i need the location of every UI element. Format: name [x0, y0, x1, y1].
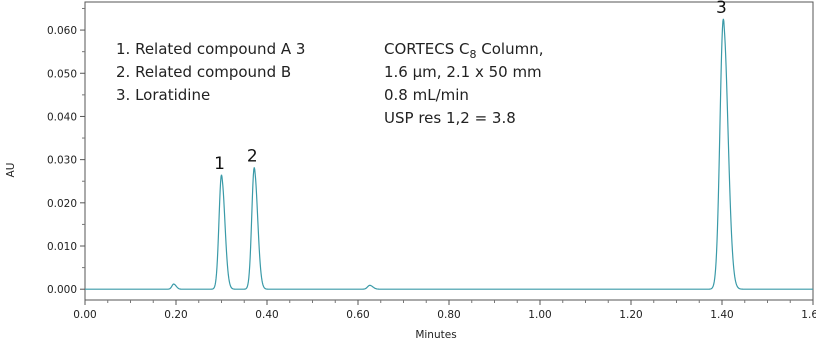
x-tick-label: 1.60: [801, 309, 816, 321]
x-tick-label: 0.40: [255, 309, 278, 321]
x-tick-label: 0.80: [437, 309, 460, 321]
peak-labels: 1 2 3: [214, 0, 727, 174]
y-tick-label: 0.020: [47, 198, 77, 210]
peak-label-1: 1: [214, 154, 225, 174]
info-resolution: USP res 1,2 = 3.8: [384, 109, 516, 127]
y-tick-label: 0.040: [47, 111, 77, 123]
info-dimensions: 1.6 µm, 2.1 x 50 mm: [384, 63, 542, 81]
x-tick-label: 0.00: [73, 309, 96, 321]
x-axis: 0.00 0.20 0.40 0.60 0.80 1.00 1.20 1.40 1.60: [73, 300, 816, 321]
info-flow-rate: 0.8 mL/min: [384, 86, 469, 104]
x-tick-label: 0.20: [164, 309, 187, 321]
peak-label-2: 2: [247, 146, 258, 166]
x-tick-label: 0.60: [346, 309, 369, 321]
y-axis: 0.000 0.010 0.020 0.030 0.040 0.050 0.060: [47, 7, 85, 296]
legend-item-2: 2. Related compound B: [116, 63, 291, 81]
legend: 1. Related compound A 3 2. Related compo…: [116, 40, 305, 104]
x-tick-label: 1.00: [528, 309, 551, 321]
x-tick-label: 1.40: [710, 309, 733, 321]
x-axis-title: Minutes: [415, 329, 456, 341]
y-tick-label: 0.060: [47, 25, 77, 37]
info-column-prefix: CORTECS C: [384, 40, 470, 58]
y-tick-label: 0.000: [47, 284, 77, 296]
y-tick-label: 0.050: [47, 68, 77, 80]
peak-label-3: 3: [716, 0, 727, 18]
info-column: CORTECS C8 Column,: [384, 40, 543, 61]
y-tick-label: 0.030: [47, 155, 77, 167]
chromatogram-trace: [85, 18, 813, 290]
info-column-suffix: Column,: [477, 40, 544, 58]
info-column-subscript: 8: [470, 48, 477, 61]
method-info: CORTECS C8 Column, 1.6 µm, 2.1 x 50 mm 0…: [384, 40, 543, 127]
y-tick-label: 0.010: [47, 241, 77, 253]
legend-item-3: 3. Loratidine: [116, 86, 210, 104]
x-tick-label: 1.20: [619, 309, 642, 321]
y-axis-title: AU: [5, 163, 17, 178]
legend-item-1: 1. Related compound A 3: [116, 40, 305, 58]
